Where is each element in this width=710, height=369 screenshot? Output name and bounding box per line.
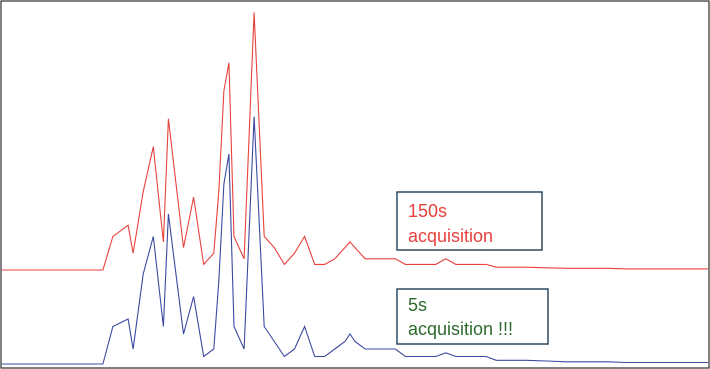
label-5s-line-1: 5s [408, 295, 427, 315]
label-150s: 150s acquisition [396, 191, 543, 251]
label-150s-box [396, 191, 543, 251]
label-150s-line-2: acquisition [408, 226, 493, 246]
series-150s-line [2, 12, 708, 271]
label-5s-box [396, 288, 549, 345]
label-150s-line-1: 150s [408, 201, 447, 221]
label-5s-line-2: acquisition !!! [408, 319, 513, 339]
label-5s: 5s acquisition !!! [396, 288, 549, 345]
series-5s-line [2, 116, 708, 365]
